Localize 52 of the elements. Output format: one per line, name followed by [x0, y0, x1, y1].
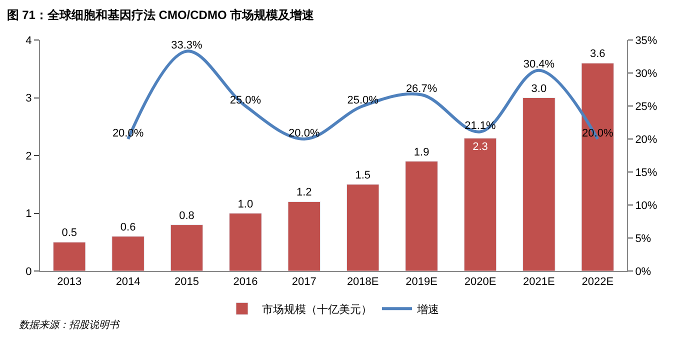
y-tick-label: 2 — [26, 150, 32, 162]
source-note: 数据来源：招股说明书 — [19, 319, 120, 331]
y2-tick-label: 20% — [635, 134, 658, 146]
data-label: 1.2 — [296, 186, 312, 199]
data-label: 33.3% — [171, 39, 203, 52]
y-tick-label: 4 — [26, 34, 32, 47]
data-label: 2.3 — [472, 141, 488, 154]
x-tick-label: 2014 — [116, 276, 140, 288]
x-tick-label: 2019E — [406, 276, 438, 288]
data-label: 30.4% — [523, 58, 555, 71]
bar — [288, 201, 321, 271]
data-label: 1.0 — [238, 198, 254, 210]
bar — [464, 138, 497, 271]
y2-tick-label: 0% — [635, 266, 652, 278]
bar — [346, 184, 380, 271]
data-label: 25.0% — [347, 94, 379, 106]
y-tick-label: 3 — [26, 92, 32, 105]
bar — [112, 236, 144, 271]
bar — [229, 213, 262, 271]
y2-tick-label: 30% — [635, 68, 658, 80]
y2-tick-label: 10% — [635, 200, 658, 212]
x-tick-label: 2020E — [464, 276, 496, 288]
bar — [170, 224, 204, 271]
x-tick-label: 2022E — [582, 276, 614, 288]
y2-tick-label: 5% — [635, 232, 652, 245]
bar — [405, 161, 438, 271]
data-label: 0.8 — [179, 210, 194, 222]
data-label: 3.0 — [531, 82, 547, 95]
y-tick-label: 0 — [26, 266, 32, 278]
x-tick-label: 2013 — [57, 276, 82, 288]
data-label: 26.7% — [406, 83, 438, 96]
x-tick-label: 2017 — [292, 276, 316, 288]
y2-tick-label: 15% — [635, 166, 658, 179]
data-label: 3.6 — [590, 48, 606, 60]
bar — [581, 62, 614, 271]
data-label: 0.5 — [62, 227, 77, 240]
bar — [52, 242, 86, 271]
data-label: 20.0% — [288, 127, 320, 140]
x-tick-label: 2021E — [523, 276, 555, 288]
legend-label: 增速 — [416, 302, 439, 316]
data-label: 0.6 — [120, 221, 136, 234]
x-tick-label: 2015 — [174, 276, 199, 288]
bar — [522, 98, 556, 271]
chart-title: 图 71：全球细胞和基因疗法 CMO/CDMO 市场规模及增速 — [6, 8, 316, 22]
x-tick-label: 2016 — [233, 276, 258, 288]
y2-tick-label: 35% — [635, 34, 658, 47]
data-label: 1.9 — [414, 146, 430, 158]
data-label: 1.5 — [355, 169, 370, 182]
x-tick-label: 2018E — [346, 276, 379, 288]
legend-label: 市场规模（十亿美元） — [262, 302, 372, 316]
y2-tick-label: 25% — [635, 100, 658, 113]
y-tick-label: 1 — [26, 208, 32, 220]
